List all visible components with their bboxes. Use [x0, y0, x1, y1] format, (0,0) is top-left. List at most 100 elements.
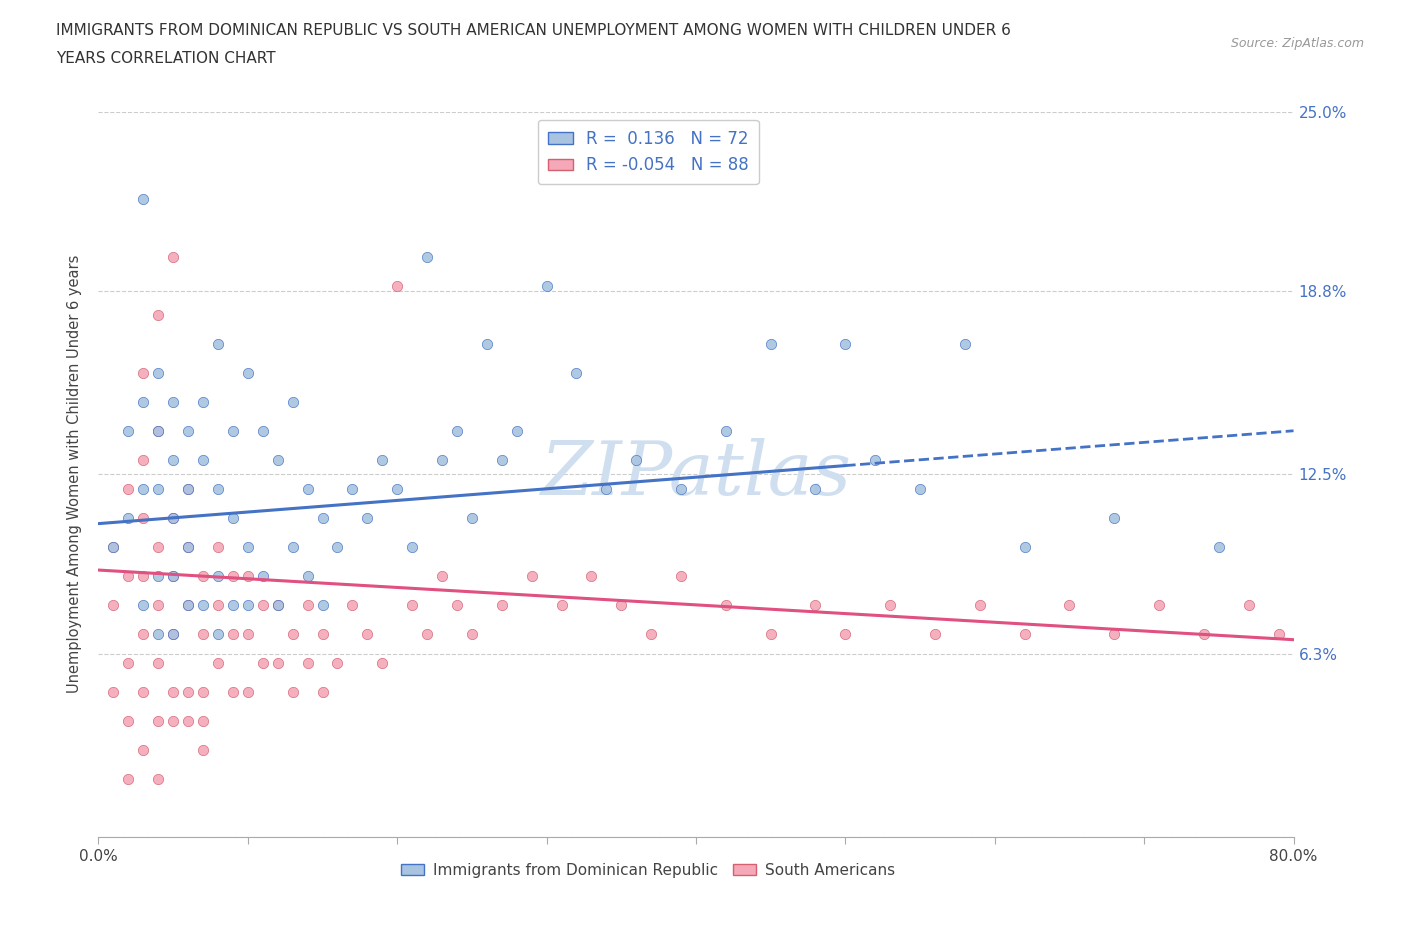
Point	[311, 597, 333, 612]
Point	[520, 568, 543, 583]
Point	[117, 713, 139, 728]
Point	[148, 482, 170, 497]
Legend: Immigrants from Dominican Republic, South Americans: Immigrants from Dominican Republic, Sout…	[395, 857, 901, 884]
Point	[103, 539, 125, 554]
Point	[191, 627, 214, 642]
Point	[267, 452, 290, 467]
Point	[132, 394, 155, 409]
Point	[1059, 597, 1081, 612]
Point	[804, 482, 827, 497]
Point	[177, 597, 200, 612]
Point	[565, 365, 588, 380]
Point	[222, 568, 245, 583]
Point	[162, 511, 184, 525]
Point	[865, 452, 887, 467]
Point	[461, 511, 484, 525]
Point	[371, 452, 394, 467]
Point	[148, 713, 170, 728]
Point	[879, 597, 901, 612]
Point	[581, 568, 603, 583]
Point	[236, 627, 259, 642]
Point	[669, 482, 692, 497]
Point	[177, 539, 200, 554]
Point	[714, 597, 737, 612]
Point	[117, 772, 139, 787]
Point	[103, 684, 125, 699]
Text: YEARS CORRELATION CHART: YEARS CORRELATION CHART	[56, 51, 276, 66]
Point	[162, 452, 184, 467]
Point	[191, 742, 214, 757]
Point	[177, 539, 200, 554]
Point	[177, 684, 200, 699]
Point	[1192, 627, 1215, 642]
Point	[162, 713, 184, 728]
Point	[222, 597, 245, 612]
Point	[222, 511, 245, 525]
Point	[207, 597, 229, 612]
Point	[222, 627, 245, 642]
Point	[297, 656, 319, 671]
Point	[207, 627, 229, 642]
Point	[132, 482, 155, 497]
Point	[416, 249, 439, 264]
Point	[297, 482, 319, 497]
Point	[162, 249, 184, 264]
Point	[506, 423, 529, 438]
Point	[132, 511, 155, 525]
Point	[326, 539, 349, 554]
Point	[252, 423, 274, 438]
Point	[475, 337, 498, 352]
Point	[297, 568, 319, 583]
Point	[385, 278, 409, 293]
Point	[132, 192, 155, 206]
Point	[1267, 627, 1289, 642]
Point	[177, 482, 200, 497]
Point	[191, 394, 214, 409]
Point	[669, 568, 692, 583]
Point	[162, 627, 184, 642]
Point	[132, 627, 155, 642]
Point	[446, 423, 468, 438]
Point	[103, 597, 125, 612]
Point	[236, 365, 259, 380]
Point	[1014, 627, 1036, 642]
Point	[117, 511, 139, 525]
Point	[311, 627, 333, 642]
Point	[148, 597, 170, 612]
Point	[236, 539, 259, 554]
Point	[281, 684, 304, 699]
Point	[1147, 597, 1170, 612]
Point	[132, 684, 155, 699]
Point	[267, 597, 290, 612]
Point	[1104, 511, 1126, 525]
Point	[371, 656, 394, 671]
Point	[1237, 597, 1260, 612]
Point	[252, 656, 274, 671]
Point	[191, 597, 214, 612]
Point	[342, 597, 364, 612]
Point	[550, 597, 572, 612]
Point	[236, 597, 259, 612]
Text: Source: ZipAtlas.com: Source: ZipAtlas.com	[1230, 37, 1364, 50]
Point	[148, 423, 170, 438]
Point	[132, 452, 155, 467]
Point	[162, 627, 184, 642]
Point	[281, 539, 304, 554]
Point	[117, 482, 139, 497]
Point	[162, 684, 184, 699]
Point	[430, 452, 453, 467]
Point	[610, 597, 633, 612]
Point	[222, 684, 245, 699]
Point	[162, 568, 184, 583]
Point	[595, 482, 617, 497]
Point	[267, 656, 290, 671]
Point	[177, 423, 200, 438]
Point	[714, 423, 737, 438]
Point	[1104, 627, 1126, 642]
Point	[148, 656, 170, 671]
Point	[177, 597, 200, 612]
Point	[281, 627, 304, 642]
Point	[162, 568, 184, 583]
Point	[162, 394, 184, 409]
Point	[356, 511, 378, 525]
